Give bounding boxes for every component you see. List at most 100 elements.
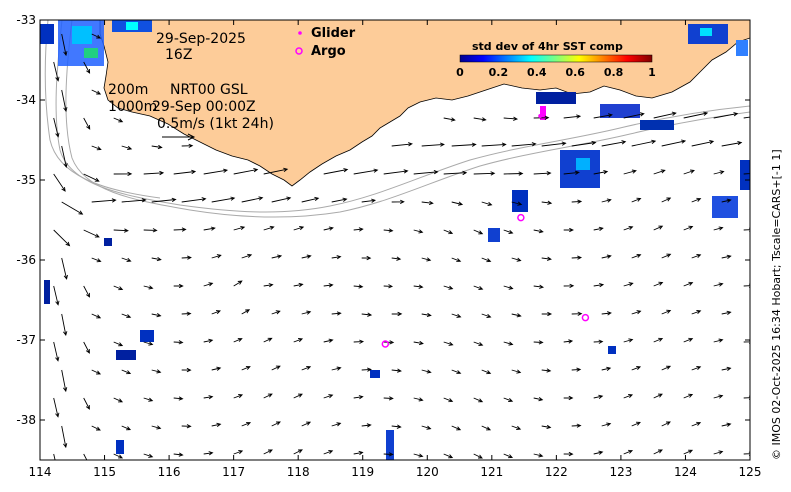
current-arrow bbox=[121, 425, 132, 431]
current-arrow bbox=[563, 283, 575, 289]
current-arrow bbox=[743, 227, 750, 232]
current-arrow bbox=[713, 450, 724, 455]
contour-200-label: 200m bbox=[108, 82, 148, 98]
current-arrow bbox=[293, 226, 305, 231]
glider-markers[interactable] bbox=[538, 114, 543, 118]
argo-float-markers[interactable] bbox=[381, 213, 590, 348]
current-arrow bbox=[151, 144, 163, 150]
current-arrow bbox=[533, 171, 552, 176]
current-arrow bbox=[211, 366, 222, 371]
current-arrow bbox=[91, 33, 102, 39]
current-arrow bbox=[503, 453, 514, 459]
current-arrow bbox=[391, 142, 413, 147]
current-arrow bbox=[743, 339, 750, 344]
current-arrow bbox=[61, 201, 84, 215]
current-arrow bbox=[83, 173, 100, 182]
current-arrow bbox=[721, 366, 732, 371]
y-axis: -33 -34 -35 -36 -37 -38 bbox=[16, 13, 750, 427]
current-arrow bbox=[533, 229, 544, 234]
current-arrow bbox=[473, 229, 484, 235]
current-arrow bbox=[83, 229, 100, 238]
current-arrow bbox=[593, 394, 604, 399]
current-arrow bbox=[443, 285, 454, 290]
current-arrow bbox=[473, 341, 484, 347]
current-arrow bbox=[61, 425, 68, 449]
current-arrow bbox=[323, 283, 334, 288]
current-arrow bbox=[61, 89, 68, 113]
colorbar-tick-label: 0.6 bbox=[565, 66, 585, 79]
current-arrow bbox=[421, 200, 434, 206]
current-arrow bbox=[541, 424, 552, 430]
current-arrow bbox=[473, 453, 483, 459]
current-arrow bbox=[413, 169, 439, 175]
current-arrow bbox=[263, 167, 289, 175]
current-arrow bbox=[511, 369, 522, 374]
current-arrow bbox=[83, 117, 91, 130]
x-tick-label: 122 bbox=[545, 465, 568, 479]
current-arrow bbox=[593, 450, 604, 455]
current-arrow bbox=[181, 367, 192, 373]
current-arrow bbox=[752, 32, 761, 36]
current-arrow bbox=[173, 227, 187, 232]
glider-position[interactable] bbox=[538, 114, 543, 118]
current-arrow bbox=[691, 253, 702, 259]
current-arrow bbox=[421, 425, 432, 430]
current-arrow bbox=[451, 201, 464, 206]
current-arrow bbox=[113, 117, 124, 123]
current-arrow bbox=[563, 395, 574, 401]
current-arrow bbox=[293, 338, 304, 343]
current-arrow bbox=[203, 168, 229, 175]
x-tick-label: 115 bbox=[93, 465, 116, 479]
current-arrow bbox=[53, 229, 71, 247]
current-arrow bbox=[413, 397, 424, 402]
current-arrow bbox=[121, 257, 132, 262]
current-arrow bbox=[743, 451, 750, 456]
current-arrow bbox=[533, 397, 544, 402]
current-arrow bbox=[511, 257, 522, 262]
current-arrow bbox=[623, 338, 634, 343]
current-arrow bbox=[721, 310, 732, 315]
current-arrow bbox=[683, 393, 694, 399]
current-arrow bbox=[623, 169, 637, 175]
current-arrow bbox=[61, 257, 68, 280]
colorbar-tick-label: 0.4 bbox=[527, 66, 547, 79]
current-time-label: 29-Sep 00:00Z bbox=[152, 99, 256, 115]
current-arrow bbox=[661, 421, 671, 427]
current-arrow bbox=[481, 201, 493, 207]
current-arrow bbox=[271, 310, 281, 315]
current-arrow bbox=[331, 422, 342, 427]
current-arrow bbox=[113, 453, 124, 459]
argo-float[interactable] bbox=[381, 340, 390, 348]
current-arrow bbox=[263, 283, 274, 288]
current-arrow bbox=[143, 397, 154, 402]
current-arrow bbox=[473, 117, 487, 122]
current-arrow bbox=[653, 169, 666, 175]
current-arrow bbox=[53, 397, 60, 418]
current-arrow bbox=[683, 337, 694, 343]
argo-float[interactable] bbox=[517, 213, 525, 222]
current-arrow bbox=[241, 365, 251, 371]
current-arrow bbox=[623, 282, 634, 287]
current-arrow bbox=[271, 421, 281, 427]
current-arrow bbox=[653, 337, 664, 343]
current-arrow bbox=[421, 257, 432, 262]
current-arrow bbox=[173, 396, 184, 401]
current-arrow bbox=[143, 170, 165, 176]
current-arrow bbox=[601, 198, 612, 203]
current-arrow bbox=[233, 167, 259, 175]
y-tick-label: -38 bbox=[16, 413, 36, 427]
current-arrow bbox=[241, 196, 264, 203]
current-arrow bbox=[721, 198, 732, 203]
current-arrow bbox=[391, 199, 405, 205]
current-arrow bbox=[121, 313, 132, 319]
current-arrow bbox=[473, 285, 484, 291]
current-arrow bbox=[571, 367, 582, 372]
current-arrow bbox=[571, 423, 582, 428]
current-arrow bbox=[752, 200, 761, 204]
current-arrow bbox=[443, 170, 468, 176]
current-arrow bbox=[173, 169, 197, 175]
current-arrow bbox=[181, 143, 194, 148]
argo-float[interactable] bbox=[581, 313, 590, 322]
current-arrow bbox=[541, 200, 553, 205]
